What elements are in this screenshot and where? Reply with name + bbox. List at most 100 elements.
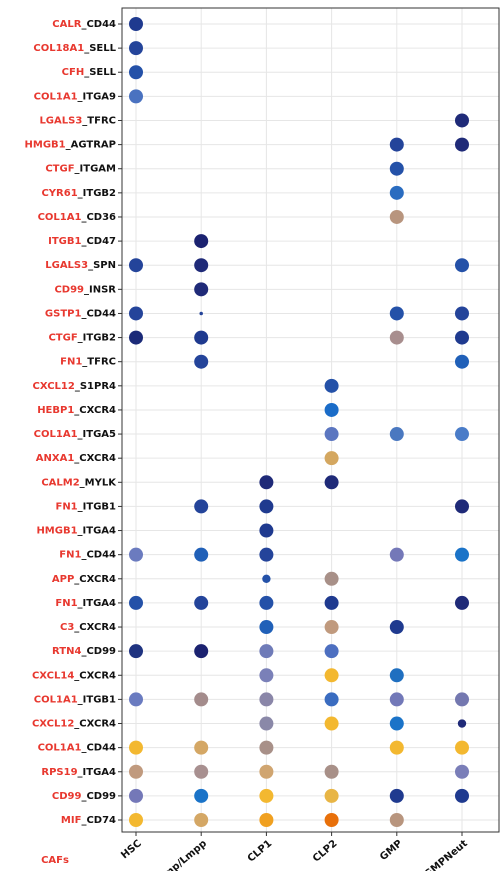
row-label: HMGB1_ITGA4 <box>36 526 116 537</box>
dot <box>389 716 404 731</box>
dot <box>324 571 339 586</box>
row-label: ANXA1_CXCR4 <box>36 453 116 464</box>
ligand: FN1 <box>55 598 77 609</box>
receptor: _CXCR4 <box>74 719 116 730</box>
receptor: _SELL <box>84 43 116 54</box>
dot <box>455 354 469 369</box>
dot <box>324 764 339 779</box>
y-axis-label: CAFs <box>41 855 69 866</box>
dot <box>259 692 274 707</box>
dot <box>389 306 404 321</box>
row-label: COL1A1_ITGA9 <box>34 91 116 102</box>
row-label: COL1A1_CD36 <box>38 212 116 223</box>
ligand: GSTP1 <box>45 308 82 319</box>
dot <box>389 788 404 803</box>
ligand: CALR <box>52 19 81 30</box>
ligand: HMGB1 <box>36 526 77 537</box>
ligand: HMGB1 <box>25 140 66 151</box>
ligand: COL18A1 <box>33 43 84 54</box>
dot <box>324 427 339 442</box>
row-label: CD99_INSR <box>54 284 116 295</box>
row-label: FN1_TFRC <box>60 357 116 368</box>
ligand: ITGB1 <box>48 236 81 247</box>
column-label: HSC <box>119 838 144 861</box>
column-label: GMPNeut <box>423 838 470 871</box>
dot <box>194 547 209 562</box>
receptor: _MYLK <box>80 477 118 488</box>
column-label: CLP1 <box>246 838 275 864</box>
dot <box>455 258 469 273</box>
dot <box>324 788 339 803</box>
receptor: _SELL <box>84 67 116 78</box>
receptor: _ITGB2 <box>78 333 116 344</box>
row-label: GSTP1_CD44 <box>45 308 116 319</box>
ligand: COL1A1 <box>34 429 78 440</box>
dot <box>129 595 143 610</box>
dot <box>129 258 143 273</box>
ligand: FN1 <box>55 501 77 512</box>
dot <box>324 595 339 610</box>
row-label: CD99_CD99 <box>52 791 116 802</box>
dot <box>389 209 404 224</box>
ligand: RTN4 <box>52 646 81 657</box>
dot <box>259 740 274 755</box>
dot <box>259 595 274 610</box>
row-label: COL1A1_CD44 <box>38 743 116 754</box>
dot <box>194 764 209 779</box>
row-label: CXCL12_CXCR4 <box>32 719 116 730</box>
ligand: COL1A1 <box>38 743 82 754</box>
dot <box>194 258 209 273</box>
row-label: CTGF_ITGAM <box>45 164 116 175</box>
dot <box>455 595 469 610</box>
dot <box>389 427 404 442</box>
row-label: APP_CXCR4 <box>52 574 116 585</box>
receptor: _TFRC <box>82 115 116 126</box>
dot <box>389 620 404 635</box>
dot <box>129 306 143 321</box>
dot <box>259 499 274 514</box>
row-label: FN1_CD44 <box>59 550 116 561</box>
receptor: _ITGA9 <box>78 91 116 102</box>
ligand: CXCL12 <box>32 719 74 730</box>
dot <box>199 311 203 316</box>
receptor: _ITGB1 <box>78 501 116 512</box>
dot <box>389 185 404 200</box>
dot <box>129 740 143 755</box>
ligand: CD99 <box>52 791 82 802</box>
receptor: _CD47 <box>81 236 116 247</box>
row-label: FN1_ITGA4 <box>55 598 116 609</box>
row-label: CYR61_ITGB2 <box>41 188 116 199</box>
receptor: _CXCR4 <box>74 453 116 464</box>
ligand: HEBP1 <box>37 405 74 416</box>
ligand: LGALS3 <box>45 260 88 271</box>
receptor: _ITGAM <box>75 164 116 175</box>
column-label: CLP2 <box>311 838 340 864</box>
receptor: _S1PR4 <box>75 381 116 392</box>
ligand: MIF <box>61 815 82 826</box>
dot <box>259 475 274 490</box>
ligand: CD99 <box>54 284 84 295</box>
dot <box>389 330 404 345</box>
ligand: C3 <box>60 622 74 633</box>
row-label: CFH_SELL <box>62 67 117 78</box>
dot <box>259 668 274 683</box>
ligand: FN1 <box>60 357 82 368</box>
receptor: _ITGA4 <box>78 526 116 537</box>
dot <box>455 499 469 514</box>
row-label: RPS19_ITGA4 <box>41 767 116 778</box>
dot <box>324 620 339 635</box>
dot <box>455 330 469 345</box>
dot <box>129 692 143 707</box>
row-label: CXCL12_S1PR4 <box>33 381 117 392</box>
dot <box>259 788 274 803</box>
row-label: CTGF_ITGB2 <box>48 333 116 344</box>
receptor: _ITGA4 <box>78 767 116 778</box>
receptor: _SPN <box>88 260 116 271</box>
dot <box>324 451 339 466</box>
dot <box>455 306 469 321</box>
receptor: _TFRC <box>82 357 116 368</box>
column-label: GMP <box>378 838 405 863</box>
dot <box>259 620 274 635</box>
dot <box>455 427 469 442</box>
receptor: _CXCR4 <box>74 574 116 585</box>
